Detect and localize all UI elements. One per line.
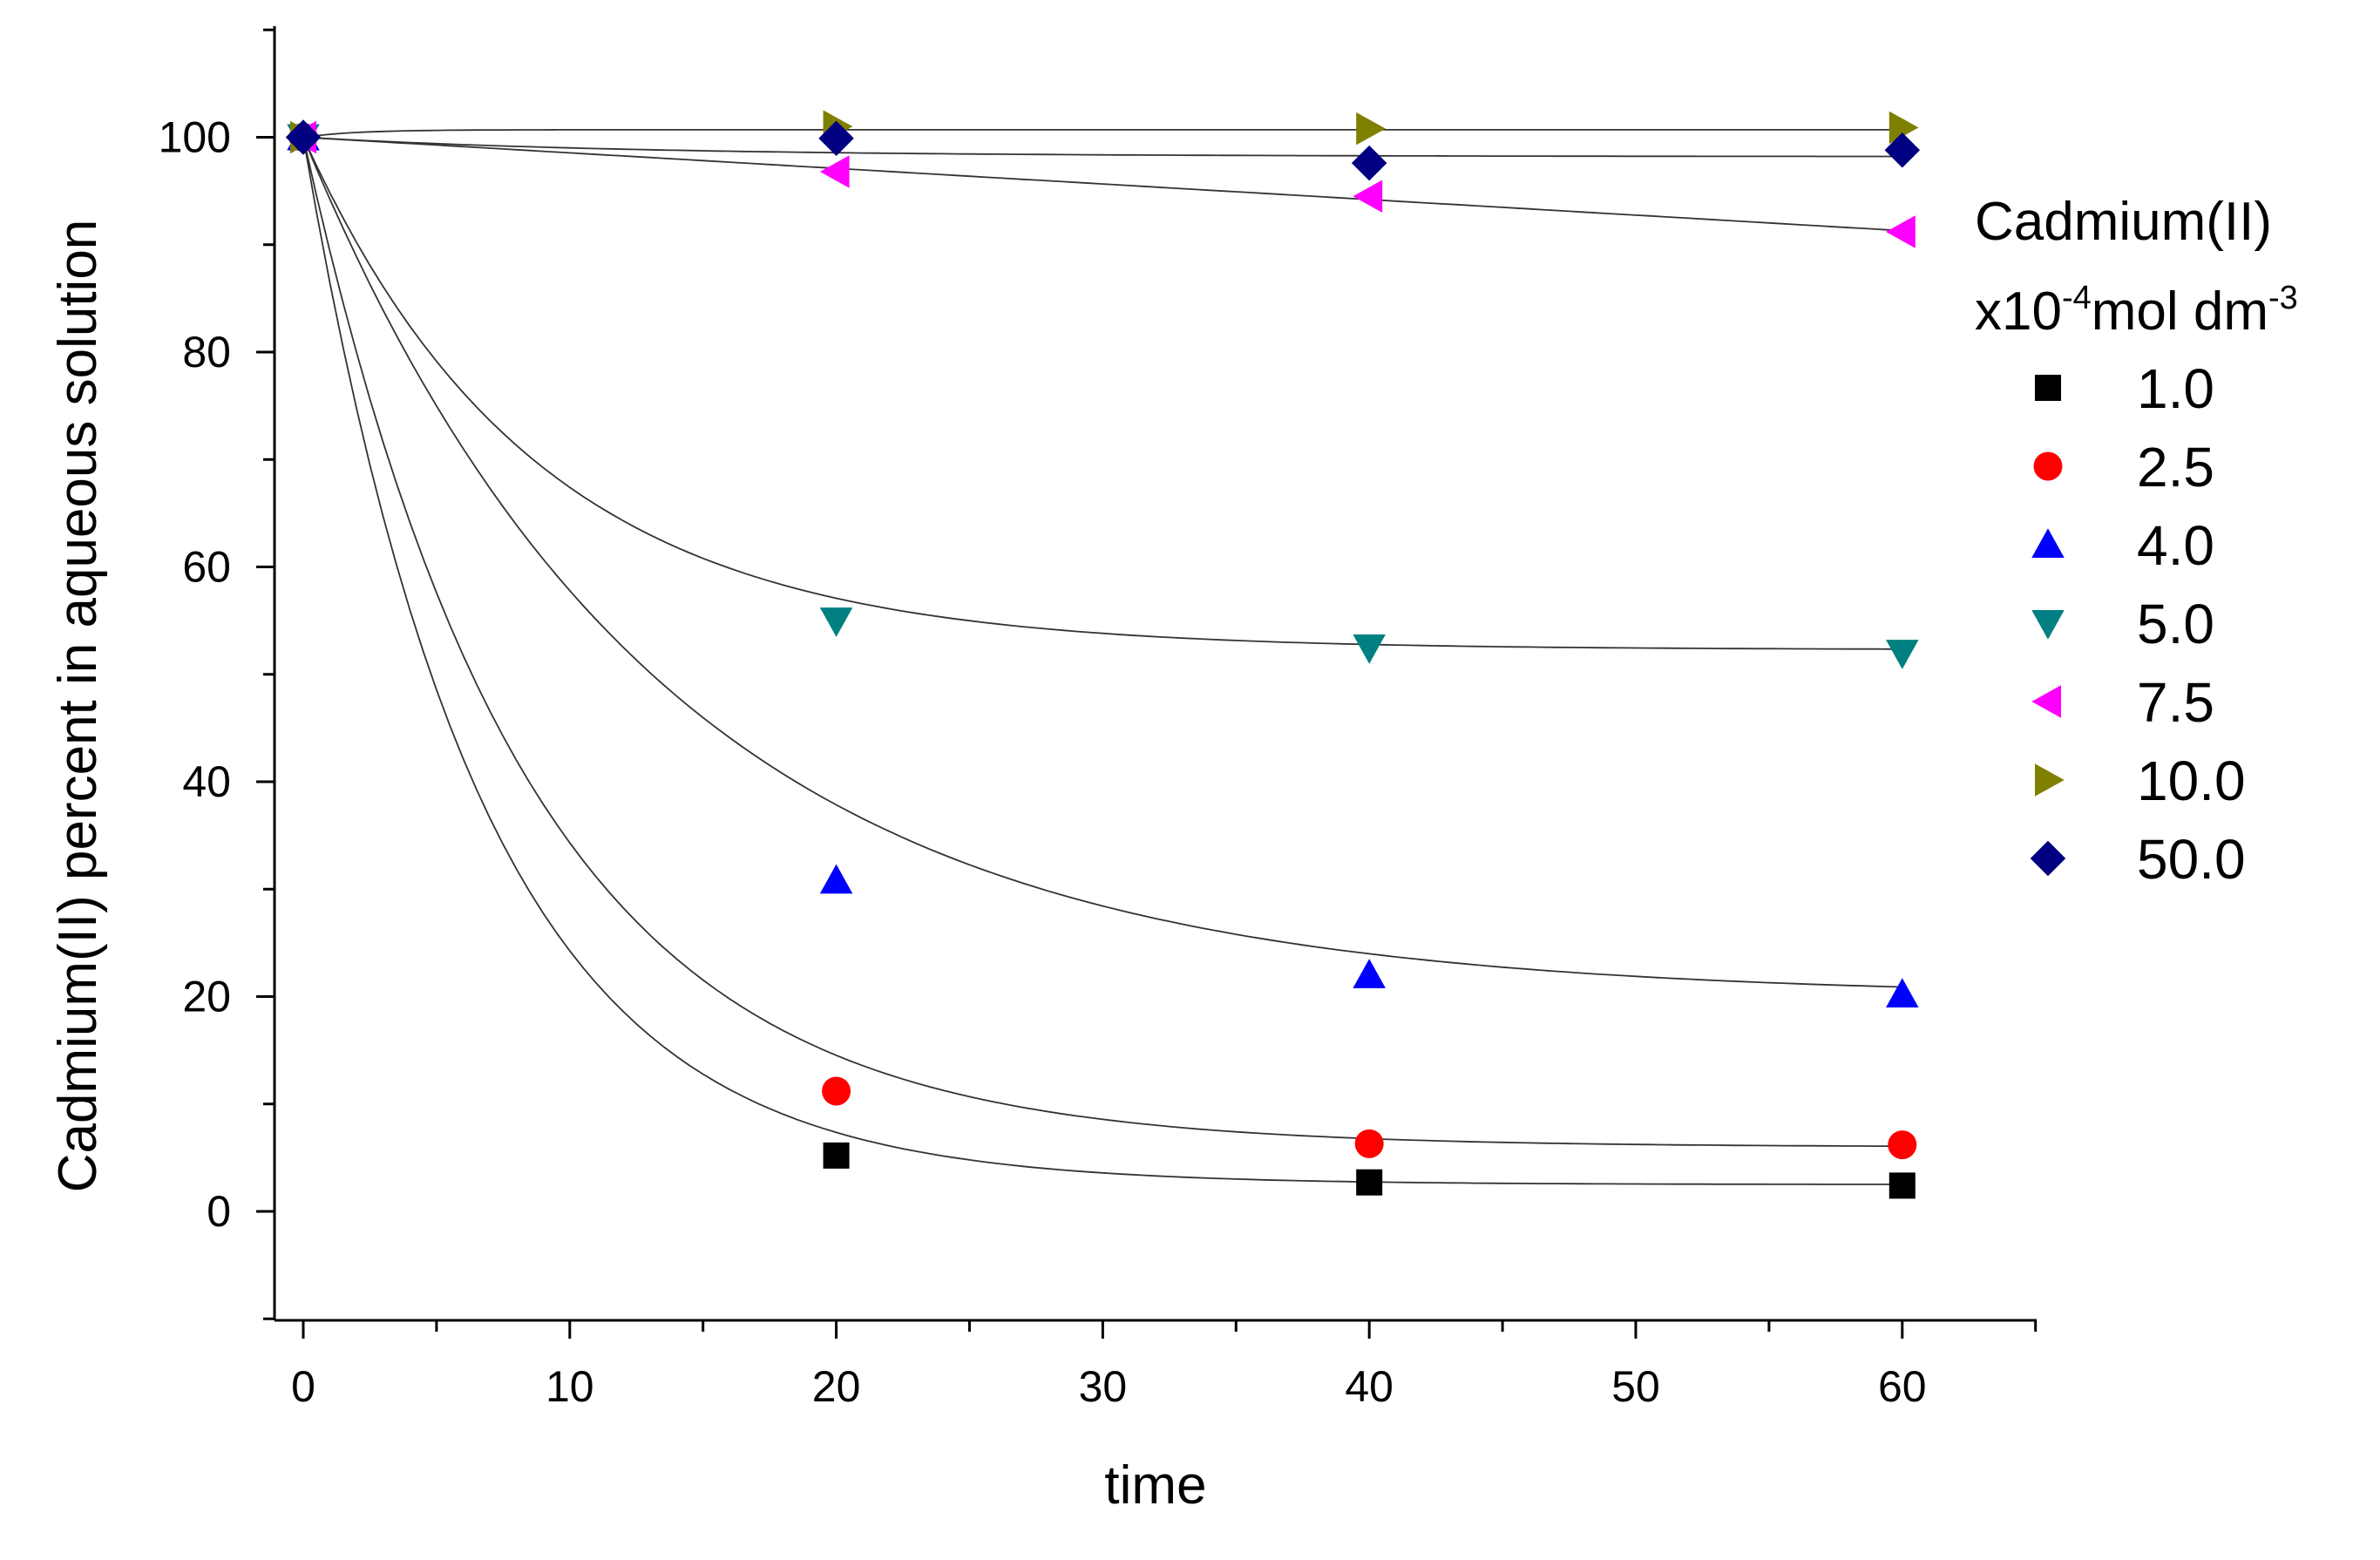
legend-title-prefix: x10 (1975, 281, 2062, 342)
x-tick-label: 30 (1079, 1362, 1128, 1411)
legend-label: 5.0 (2137, 593, 2214, 655)
y-tick-label: 40 (182, 757, 231, 806)
y-tick-label: 0 (207, 1187, 231, 1236)
y-tick-label: 60 (182, 543, 231, 592)
fit-curve-10.0 (302, 129, 1902, 139)
data-point-7.5 (1886, 215, 1916, 248)
data-point-4.0 (1886, 978, 1919, 1008)
fit-curve-4.0 (302, 137, 1902, 988)
data-point-10.0 (1888, 111, 1919, 145)
data-point-2.5 (822, 1076, 851, 1106)
fit-curve-2.5 (302, 137, 1902, 1148)
legend-marker-5.0 (2031, 610, 2065, 640)
y-axis-title: Cadmium(II) percent in aqueous solution (48, 220, 108, 1193)
data-markers (285, 110, 1921, 1199)
fit-curve-7.5 (302, 136, 1902, 232)
fit-curve-50.0 (302, 136, 1902, 158)
fit-curve-1.0 (302, 137, 1902, 1185)
data-point-7.5 (1353, 180, 1383, 214)
data-point-1.0 (1888, 1172, 1916, 1199)
y-tick-label: 80 (182, 328, 231, 376)
legend-marker-4.0 (2031, 528, 2065, 558)
x-tick-label: 20 (812, 1362, 861, 1411)
data-point-10.0 (1356, 112, 1386, 146)
data-point-2.5 (1354, 1129, 1384, 1158)
legend-label: 10.0 (2137, 749, 2246, 812)
legend-label: 2.5 (2137, 436, 2214, 499)
data-point-7.5 (819, 155, 850, 188)
data-point-50.0 (1351, 145, 1387, 181)
legend-title-line2: x10-4mol dm-3 (1975, 280, 2298, 342)
data-point-2.5 (1888, 1130, 1917, 1160)
legend-title-exponent1: -4 (2062, 280, 2092, 316)
legend-label: 50.0 (2137, 828, 2246, 891)
data-point-4.0 (819, 864, 853, 894)
data-point-50.0 (1884, 132, 1921, 168)
data-point-5.0 (1353, 634, 1386, 664)
x-axis-title: time (1104, 1455, 1206, 1516)
legend-marker-50.0 (2030, 840, 2066, 877)
fit-curves (302, 129, 1902, 1185)
x-tick-label: 60 (1878, 1362, 1927, 1411)
x-tick-label: 10 (546, 1362, 594, 1411)
data-point-1.0 (1356, 1169, 1383, 1196)
legend-label: 1.0 (2137, 357, 2214, 420)
legend-marker-10.0 (2035, 763, 2065, 797)
data-point-1.0 (823, 1142, 850, 1169)
legend-label: 7.5 (2137, 671, 2214, 734)
data-point-5.0 (1886, 640, 1919, 669)
legend-marker-1.0 (2035, 375, 2061, 401)
ticks (256, 28, 2038, 1339)
legend-marker-7.5 (2031, 685, 2061, 718)
tick-labels: 0 10 20 30 40 50 60 0 20 40 60 80 100 (159, 113, 1927, 1412)
legend: Cadmium(II) x10-4mol dm-3 1.0 2.5 4.0 5.0 7.… (1975, 192, 2298, 891)
legend-items: 1.0 2.5 4.0 5.0 7.5 10.0 50.0 (2030, 357, 2246, 891)
data-point-50.0 (285, 119, 322, 155)
fit-curve-5.0 (302, 137, 1902, 650)
legend-title-unit: mol dm (2092, 281, 2268, 342)
y-tick-label: 20 (182, 973, 231, 1021)
x-tick-label: 0 (291, 1362, 315, 1411)
x-tick-label: 40 (1345, 1362, 1393, 1411)
data-point-5.0 (819, 607, 853, 637)
data-point-50.0 (818, 120, 854, 156)
x-tick-label: 50 (1611, 1362, 1660, 1411)
data-point-4.0 (1353, 959, 1386, 988)
y-tick-label: 100 (159, 113, 231, 162)
legend-label: 4.0 (2137, 514, 2214, 577)
legend-title-line1: Cadmium(II) (1975, 192, 2272, 252)
legend-marker-2.5 (2033, 451, 2063, 481)
legend-title-exponent2: -3 (2268, 280, 2298, 316)
